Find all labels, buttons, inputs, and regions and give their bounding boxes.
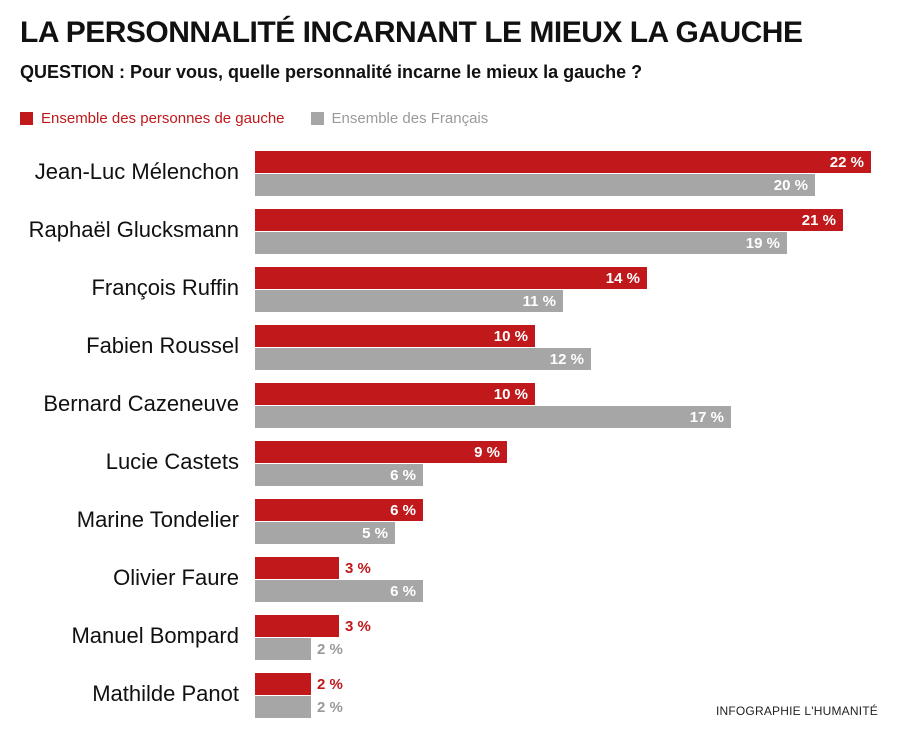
value-label: 2 % bbox=[317, 641, 343, 658]
category-label: Manuel Bompard bbox=[71, 623, 239, 648]
bar-gauche bbox=[255, 557, 339, 579]
value-label: 14 % bbox=[606, 270, 640, 287]
bar-gauche bbox=[255, 325, 535, 347]
bar-gauche bbox=[255, 151, 871, 173]
value-label: 6 % bbox=[390, 467, 416, 484]
chart-title: LA PERSONNALITÉ INCARNANT LE MIEUX LA GA… bbox=[20, 16, 803, 49]
bar-gauche bbox=[255, 673, 311, 695]
legend-label-gauche: Ensemble des personnes de gauche bbox=[41, 110, 285, 127]
bar-francais bbox=[255, 522, 395, 544]
legend-label-francais: Ensemble des Français bbox=[331, 110, 489, 127]
bar-gauche bbox=[255, 441, 507, 463]
value-label: 6 % bbox=[390, 583, 416, 600]
legend-swatch-gray bbox=[310, 112, 324, 125]
bar-gauche bbox=[255, 383, 535, 405]
bar-gauche bbox=[255, 615, 339, 637]
bar-gauche bbox=[255, 267, 647, 289]
value-label: 10 % bbox=[494, 328, 528, 345]
value-label: 2 % bbox=[317, 699, 343, 716]
value-label: 3 % bbox=[345, 560, 371, 577]
category-label: Marine Tondelier bbox=[77, 507, 239, 532]
value-label: 17 % bbox=[690, 409, 724, 426]
bar-francais bbox=[255, 290, 563, 312]
value-label: 20 % bbox=[774, 177, 808, 194]
credit: INFOGRAPHIE L'HUMANITÉ bbox=[715, 704, 878, 718]
category-label: Olivier Faure bbox=[113, 565, 239, 590]
bar-francais bbox=[255, 580, 423, 602]
value-label: 10 % bbox=[494, 386, 528, 403]
category-label: François Ruffin bbox=[91, 275, 239, 300]
value-label: 19 % bbox=[746, 235, 780, 252]
bar-francais bbox=[255, 232, 787, 254]
bar-francais bbox=[255, 348, 591, 370]
value-label: 11 % bbox=[523, 293, 556, 310]
bar-francais bbox=[255, 406, 731, 428]
value-label: 22 % bbox=[830, 154, 864, 171]
chart-question: QUESTION : Pour vous, quelle personnalit… bbox=[20, 62, 643, 82]
value-label: 9 % bbox=[474, 444, 500, 461]
bar-gauche bbox=[255, 499, 423, 521]
bar-francais bbox=[255, 638, 311, 660]
category-label: Fabien Roussel bbox=[86, 333, 239, 358]
category-label: Jean-Luc Mélenchon bbox=[35, 159, 239, 184]
value-label: 21 % bbox=[802, 212, 836, 229]
category-label: Mathilde Panot bbox=[92, 681, 239, 706]
bar-francais bbox=[255, 174, 815, 196]
category-label: Raphaël Glucksmann bbox=[29, 217, 239, 242]
value-label: 3 % bbox=[345, 618, 371, 635]
value-label: 5 % bbox=[362, 525, 388, 542]
bar-francais bbox=[255, 464, 423, 486]
bar-gauche bbox=[255, 209, 843, 231]
bar-francais bbox=[255, 696, 311, 718]
category-label: Bernard Cazeneuve bbox=[43, 391, 239, 416]
legend-swatch-red bbox=[20, 112, 33, 125]
value-label: 6 % bbox=[390, 502, 416, 519]
legend-item-francais: Ensemble des Français bbox=[310, 110, 489, 127]
value-label: 12 % bbox=[550, 351, 584, 368]
legend: Ensemble des personnes de gauche Ensembl… bbox=[20, 110, 488, 127]
value-label: 2 % bbox=[317, 676, 343, 693]
category-label: Lucie Castets bbox=[106, 449, 239, 474]
legend-item-gauche: Ensemble des personnes de gauche bbox=[20, 110, 285, 127]
